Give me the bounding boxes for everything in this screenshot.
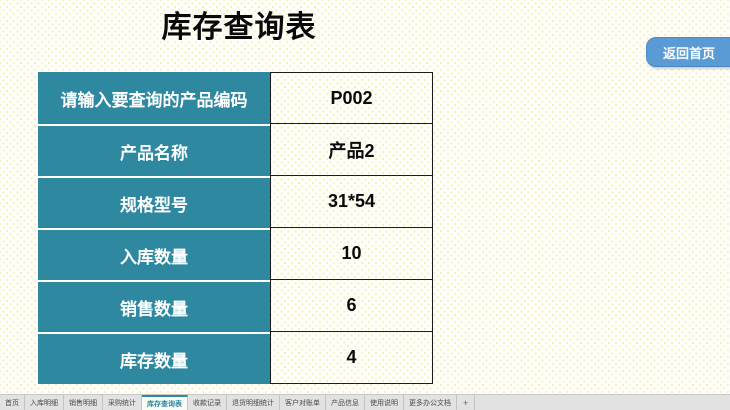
sheet-tab-payment-records[interactable]: 收款记录 (188, 395, 227, 410)
table-row: 产品名称 产品2 (38, 124, 433, 176)
spec-model-value-cell[interactable]: 31*54 (270, 176, 433, 228)
sheet-tab-inventory-query-active[interactable]: 库存查询表 (142, 395, 188, 410)
inbound-qty-value-cell[interactable]: 10 (270, 228, 433, 280)
sheet-tab-product-info[interactable]: 产品信息 (326, 395, 365, 410)
row-label-inbound-qty: 入库数量 (38, 228, 270, 280)
product-name-value-cell[interactable]: 产品2 (270, 124, 433, 176)
sheet-tab-customer-statement[interactable]: 客户对账单 (280, 395, 326, 410)
inventory-query-table: 请输入要查询的产品编码 P002 产品名称 产品2 规格型号 31*54 入库数… (38, 72, 433, 384)
sheet-tab-home[interactable]: 首页 (0, 395, 25, 410)
back-home-button[interactable]: 返回首页 (646, 37, 730, 67)
sheet-tab-returns-stats[interactable]: 退货明细统计 (227, 395, 280, 410)
add-sheet-button[interactable]: + (457, 395, 476, 410)
sheet-tab-sales-detail[interactable]: 销售明细 (64, 395, 103, 410)
sheet-tab-inbound-detail[interactable]: 入库明细 (25, 395, 64, 410)
sheet-tab-purchase-stats[interactable]: 采购统计 (103, 395, 142, 410)
sheet-tab-bar: 首页 入库明细 销售明细 采购统计 库存查询表 收款记录 退货明细统计 客户对账… (0, 394, 730, 410)
product-code-input-cell[interactable]: P002 (270, 72, 433, 124)
table-row: 请输入要查询的产品编码 P002 (38, 72, 433, 124)
sales-qty-value-cell[interactable]: 6 (270, 280, 433, 332)
row-label-spec-model: 规格型号 (38, 176, 270, 228)
row-label-stock-qty: 库存数量 (38, 332, 270, 384)
page-title: 库存查询表 (161, 11, 317, 44)
row-label-product-code: 请输入要查询的产品编码 (38, 72, 270, 124)
row-label-product-name: 产品名称 (38, 124, 270, 176)
row-label-sales-qty: 销售数量 (38, 280, 270, 332)
table-row: 销售数量 6 (38, 280, 433, 332)
table-row: 规格型号 31*54 (38, 176, 433, 228)
table-row: 库存数量 4 (38, 332, 433, 384)
sheet-tab-instructions[interactable]: 使用说明 (365, 395, 404, 410)
sheet-tab-more-docs[interactable]: 更多办公文档 (404, 395, 457, 410)
stock-qty-value-cell[interactable]: 4 (270, 332, 433, 384)
table-row: 入库数量 10 (38, 228, 433, 280)
